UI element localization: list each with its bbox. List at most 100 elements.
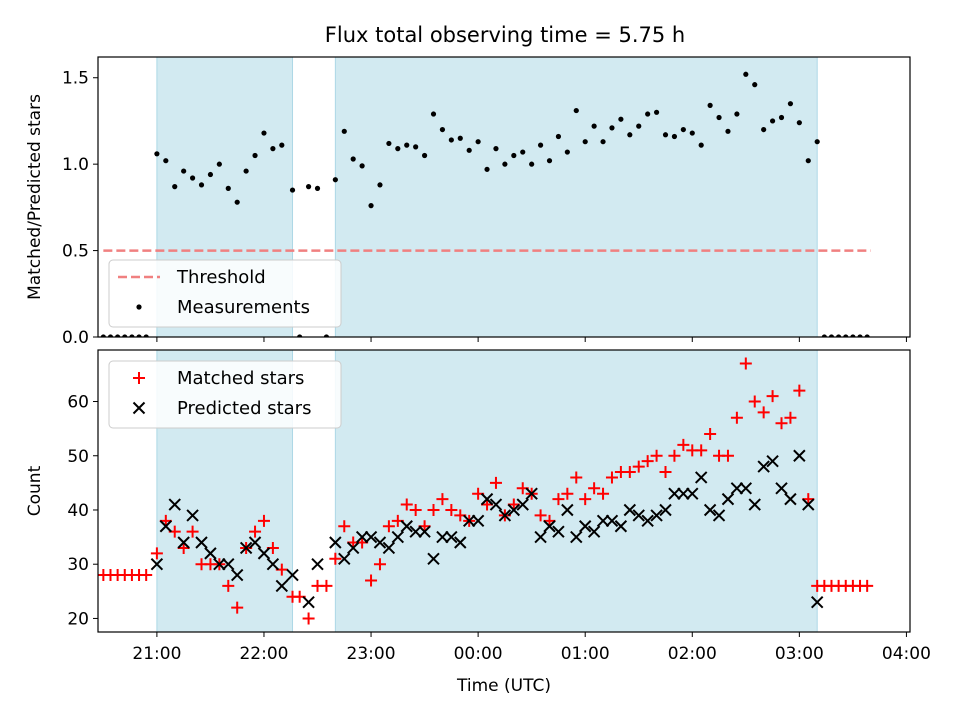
measurement-point (502, 161, 508, 167)
measurement-point (752, 82, 758, 88)
y-tick-label: 40 (67, 501, 89, 521)
measurement-point (252, 152, 258, 159)
measurement-point (805, 158, 811, 164)
matched-point (409, 503, 422, 516)
plot-area (100, 57, 871, 337)
legend-measurement-swatch (136, 304, 142, 310)
predicted-point (659, 503, 672, 517)
measurement-point (484, 166, 490, 172)
predicted-point (739, 482, 753, 495)
measurement-point (359, 163, 365, 169)
measurement-point (537, 142, 544, 148)
matched-point (632, 460, 645, 473)
matched-point (588, 482, 601, 495)
predicted-point (186, 509, 199, 522)
predicted-point (525, 487, 538, 500)
predicted-point (462, 514, 476, 528)
y-axis-label: Matched/Predicted stars (25, 94, 45, 300)
predicted-point (355, 530, 369, 544)
matched-point (721, 449, 734, 462)
matched-point (445, 503, 458, 516)
predicted-point (561, 503, 574, 517)
measurement-point (234, 199, 240, 205)
matched-point (677, 438, 690, 451)
matched-point (739, 357, 752, 370)
matched-point (320, 579, 333, 592)
matched-point (793, 384, 806, 397)
measurement-point (395, 146, 401, 152)
predicted-point (596, 514, 610, 528)
x-tick-label: 23:00 (347, 644, 396, 664)
y-tick-label: 60 (67, 393, 89, 413)
matched-point (775, 417, 788, 430)
matched-point (802, 493, 815, 506)
measurement-point (618, 116, 624, 122)
measurement-point (734, 111, 740, 117)
y-tick-label: 1.0 (62, 155, 89, 175)
legend-label: Measurements (177, 297, 310, 318)
measurement-point (332, 177, 338, 183)
predicted-point (570, 530, 583, 544)
y-tick-label: 30 (67, 555, 89, 575)
y-tick-label: 50 (67, 447, 89, 467)
x-tick-label: 03:00 (775, 644, 824, 664)
measurement-point (627, 132, 633, 138)
measurement-point (107, 334, 114, 337)
x-axis-label: Time (UTC) (456, 676, 551, 696)
matched-point (177, 541, 190, 554)
measurement-point (821, 334, 827, 337)
matched-point (507, 498, 520, 511)
measurement-point (582, 139, 588, 145)
matched-point (730, 411, 743, 424)
predicted-point (623, 503, 637, 517)
predicted-point (480, 492, 494, 506)
predicted-point (418, 525, 431, 538)
predicted-point (703, 503, 717, 517)
measurement-point (555, 133, 562, 140)
measurement-point (787, 101, 794, 107)
y-axis-label: Count (25, 465, 45, 516)
matched-point (159, 514, 172, 527)
measurement-point (475, 139, 481, 145)
x-tick-label: 04:00 (882, 644, 931, 664)
matched-point (695, 444, 708, 457)
measurement-point (122, 334, 128, 337)
predicted-point (712, 509, 726, 522)
measurement-point (864, 334, 870, 337)
x-tick-label: 21:00 (132, 644, 181, 664)
observing-span (334, 57, 818, 337)
matched-point (534, 509, 547, 522)
predicted-point (400, 520, 413, 533)
predicted-point (286, 568, 299, 582)
matched-point (329, 552, 342, 565)
measurement-point (546, 158, 553, 164)
measurement-point (154, 151, 160, 157)
predicted-point (168, 498, 181, 511)
observing-span (334, 350, 818, 632)
measurement-point (843, 334, 849, 337)
predicted-point (543, 520, 556, 533)
predicted-point (632, 509, 645, 522)
predicted-point (757, 460, 770, 473)
measurement-point (457, 135, 463, 141)
predicted-point (302, 595, 315, 609)
predicted-point (802, 498, 815, 511)
measurement-point (413, 144, 419, 150)
y-tick-label: 1.5 (62, 69, 89, 89)
matched-point (436, 493, 449, 506)
measurement-point (857, 334, 863, 337)
x-tick-label: 01:00 (561, 644, 610, 664)
measurement-point (430, 111, 437, 117)
measurement-point (270, 146, 276, 152)
measurement-point (386, 140, 392, 147)
measurement-point (243, 168, 249, 174)
measurement-point (591, 123, 597, 129)
axes-frame (97, 56, 911, 338)
x-tick-label: 00:00 (454, 644, 503, 664)
predicted-point (587, 525, 601, 538)
matched-point (861, 579, 874, 592)
legend-box (108, 360, 342, 429)
measurement-point (850, 334, 856, 337)
measurement-point (314, 185, 321, 191)
measurement-point (305, 184, 312, 190)
